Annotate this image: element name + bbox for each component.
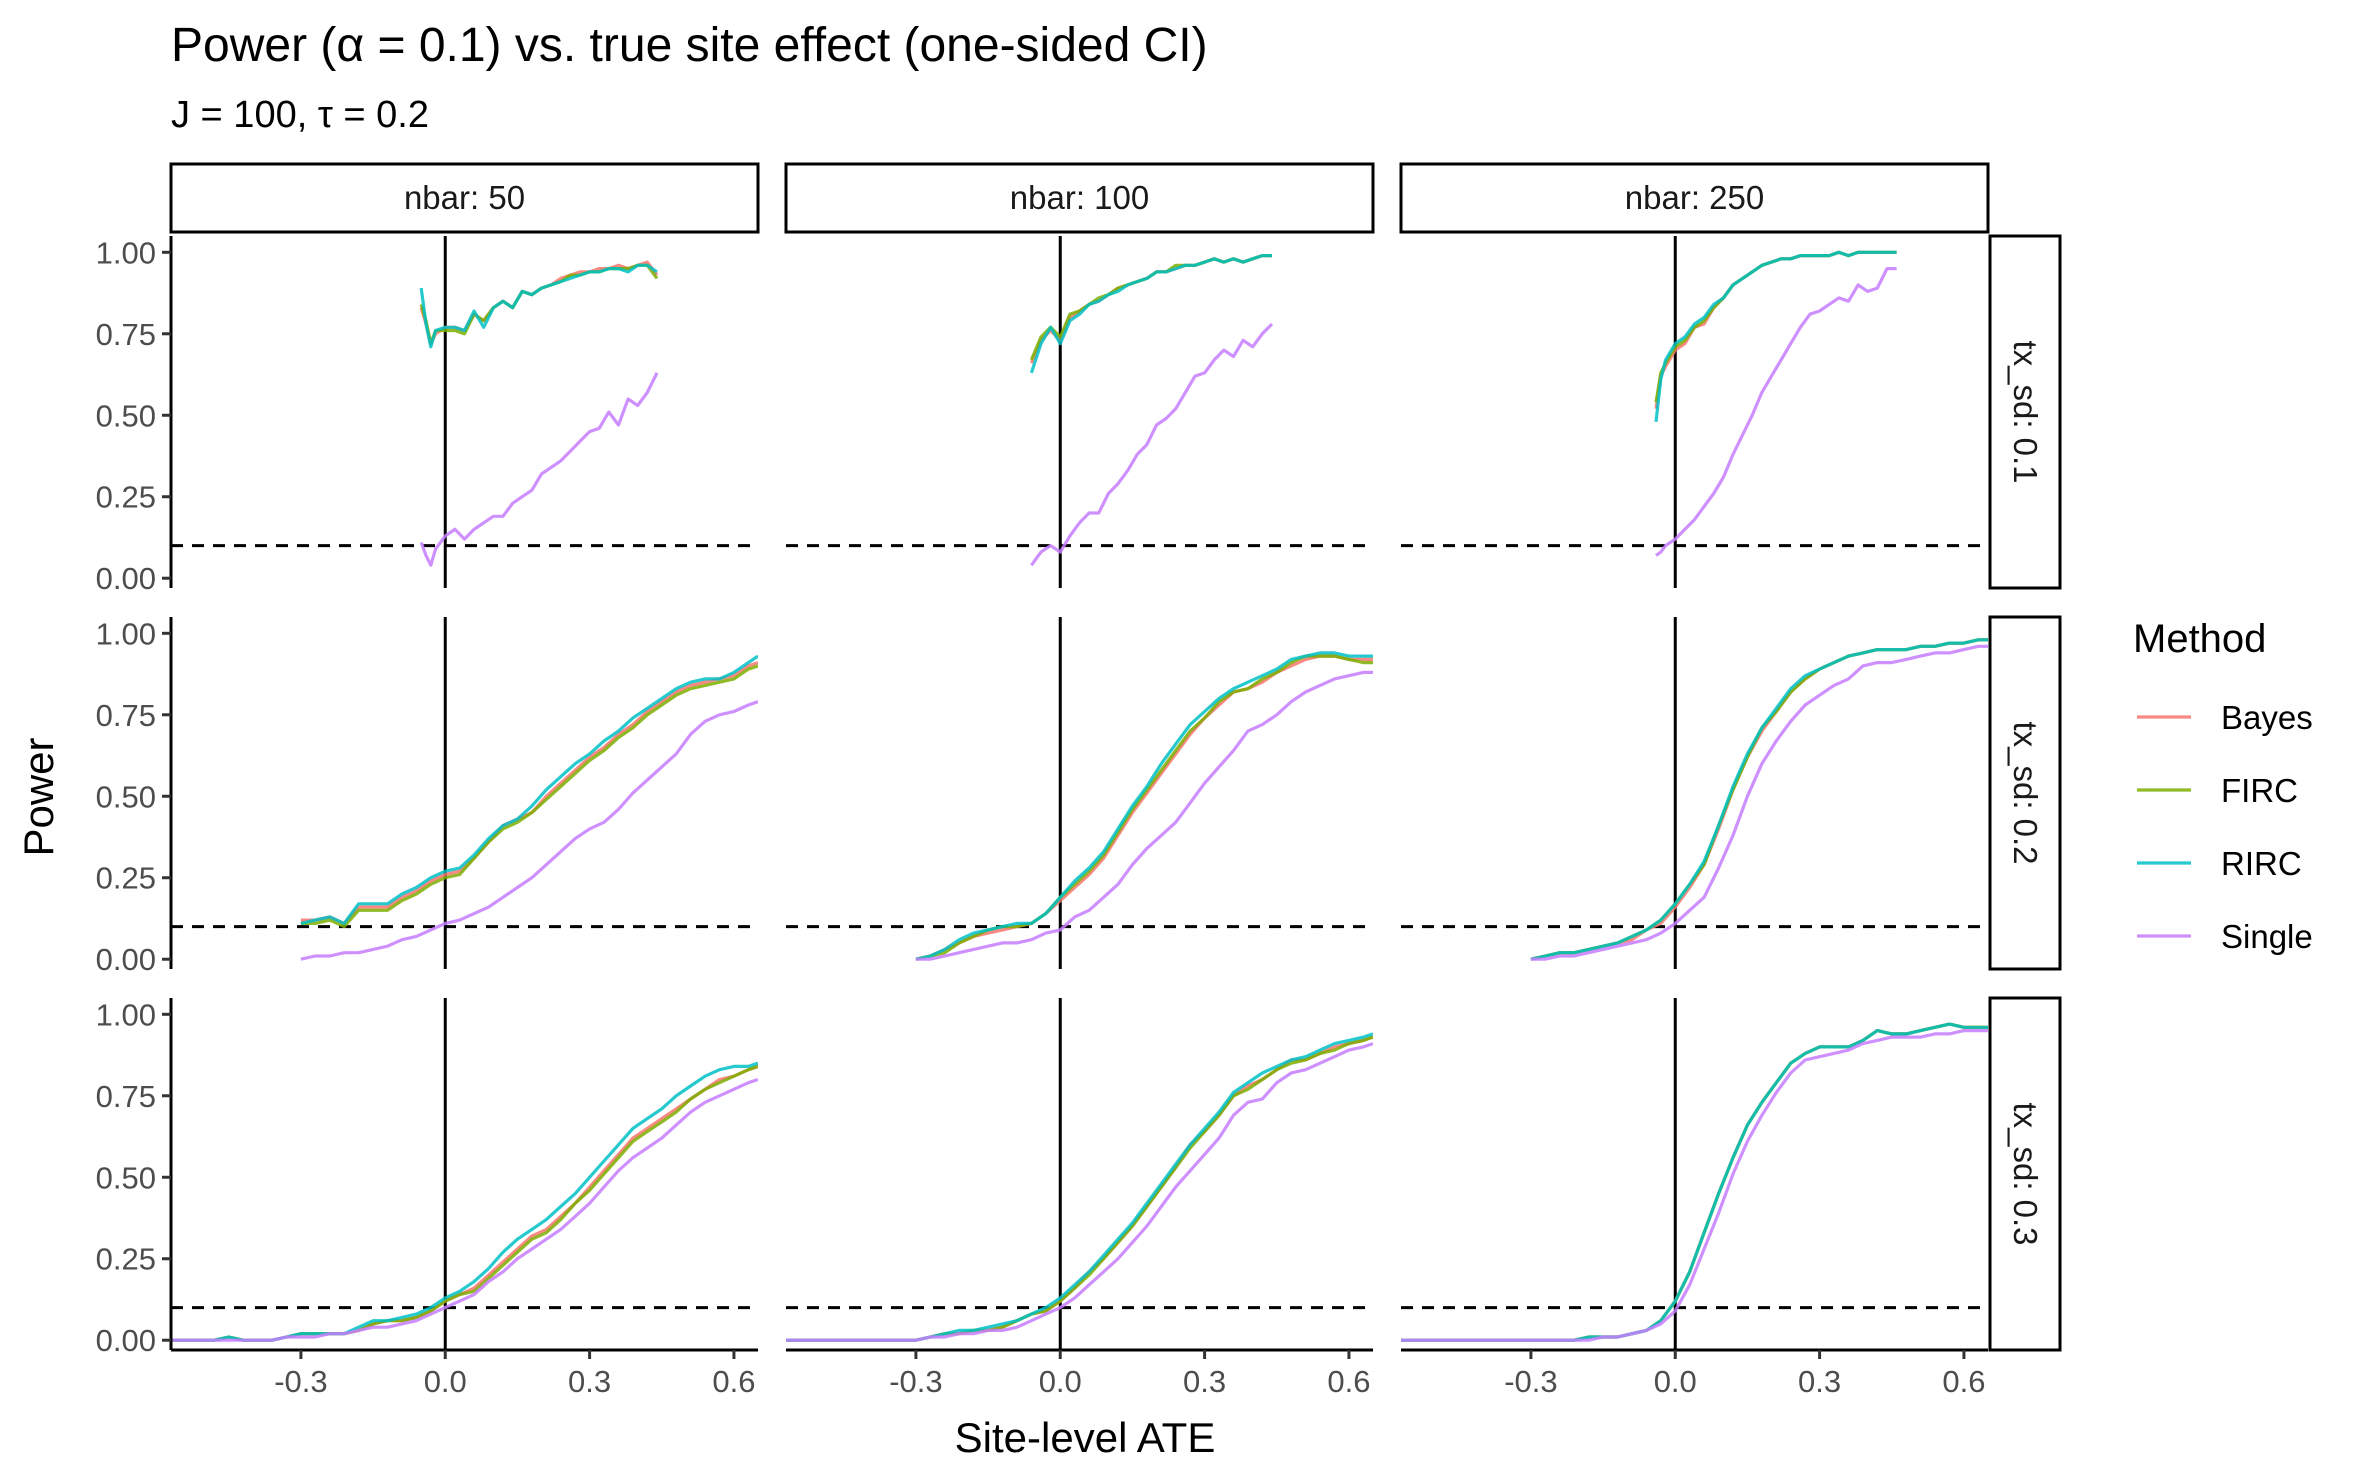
series-line-firc xyxy=(419,263,659,346)
series-line-single xyxy=(300,700,758,961)
series-line-bayes xyxy=(915,654,1373,961)
panel xyxy=(1401,617,1988,969)
legend-title: Method xyxy=(2133,617,2266,661)
y-tick-label: 0.25 xyxy=(96,1242,156,1277)
series-line-firc xyxy=(1029,254,1272,361)
legend: Method Bayes FIRC RIRC Single xyxy=(2133,617,2313,955)
y-tick-label: 0.75 xyxy=(96,698,156,733)
col-strip xyxy=(784,162,1375,234)
series-line-firc xyxy=(300,664,758,929)
series-line-rirc xyxy=(1029,254,1272,374)
series-line-firc xyxy=(915,654,1373,961)
y-tick-label: 1.00 xyxy=(96,616,156,651)
series-line-rirc xyxy=(419,263,658,349)
x-tick-label: 0.3 xyxy=(1798,1364,1841,1399)
panels-layer xyxy=(171,236,1988,1350)
series-line-firc xyxy=(1530,638,1988,961)
row-strip-label: tx_sd: 0.3 xyxy=(2007,1102,2044,1245)
axes-layer: 0.00 0.25 0.50 0.75 1.00 0.00 0.25 0.50 0.75 1.00… xyxy=(96,235,1988,1399)
y-tick-label: 1.00 xyxy=(96,997,156,1032)
y-tick-label: 0.50 xyxy=(96,1160,156,1195)
series-line-rirc xyxy=(300,654,758,926)
series-line-bayes xyxy=(1530,638,1988,961)
x-tick-label: 0.0 xyxy=(1654,1364,1697,1399)
x-tick-label: 0.3 xyxy=(1183,1364,1226,1399)
panel xyxy=(1401,236,1988,588)
row-strip xyxy=(1988,234,2062,590)
series-line-rirc xyxy=(1530,638,1988,961)
series-line-single xyxy=(171,1077,758,1342)
legend-label: RIRC xyxy=(2221,845,2302,882)
x-tick-label: -0.3 xyxy=(889,1364,942,1399)
row-strip-label: tx_sd: 0.1 xyxy=(2007,340,2044,483)
series-line-bayes xyxy=(300,661,758,926)
series-line-rirc xyxy=(915,651,1373,961)
row-strip xyxy=(1988,996,2062,1352)
x-tick-label: 0.6 xyxy=(1942,1364,1985,1399)
x-tick-label: -0.3 xyxy=(1504,1364,1557,1399)
y-tick-label: 0.00 xyxy=(96,561,156,596)
y-tick-label: 0.50 xyxy=(96,779,156,814)
series-line-single xyxy=(1655,267,1897,557)
y-axis-title: Power xyxy=(15,737,62,856)
col-strip-label: nbar: 250 xyxy=(1625,179,1764,216)
col-strip-label: nbar: 50 xyxy=(404,179,525,216)
y-tick-label: 0.25 xyxy=(96,480,156,515)
panel xyxy=(1401,998,1988,1350)
legend-label: Bayes xyxy=(2221,699,2313,736)
x-tick-label: -0.3 xyxy=(274,1364,327,1399)
series-line-single xyxy=(419,372,659,567)
panel xyxy=(786,998,1373,1350)
series-line-single xyxy=(1530,644,1988,961)
row-strip-label: tx_sd: 0.2 xyxy=(2007,721,2044,864)
series-line-rirc xyxy=(1401,1022,1988,1342)
x-tick-label: 0.6 xyxy=(712,1364,755,1399)
x-tick-label: 0.0 xyxy=(424,1364,467,1399)
row-strip xyxy=(1988,615,2062,971)
y-tick-label: 1.00 xyxy=(96,235,156,270)
x-tick-label: 0.6 xyxy=(1327,1364,1370,1399)
col-strip xyxy=(169,162,760,234)
x-tick-label: 0.3 xyxy=(568,1364,611,1399)
y-tick-label: 0.75 xyxy=(96,1079,156,1114)
x-tick-label: 0.0 xyxy=(1039,1364,1082,1399)
series-line-single xyxy=(915,670,1373,961)
legend-label: FIRC xyxy=(2221,772,2298,809)
panel xyxy=(171,236,758,588)
series-line-bayes xyxy=(1401,1022,1988,1342)
series-line-single xyxy=(1030,322,1274,567)
series-line-single xyxy=(1401,1028,1988,1342)
col-strip xyxy=(1399,162,1990,234)
series-line-rirc xyxy=(1654,250,1897,422)
col-strip-label: nbar: 100 xyxy=(1010,179,1149,216)
chart-title: Power (α = 0.1) vs. true site effect (on… xyxy=(171,19,1208,72)
panel xyxy=(171,998,758,1350)
strips-layer: nbar: 50 nbar: 100 nbar: 250 tx_sd: 0.1 tx_s… xyxy=(169,162,2062,1352)
series-line-single xyxy=(786,1042,1373,1342)
y-tick-label: 0.00 xyxy=(96,1323,156,1358)
y-tick-label: 0.25 xyxy=(96,861,156,896)
legend-label: Single xyxy=(2221,918,2313,955)
x-axis-title: Site-level ATE xyxy=(955,1414,1216,1461)
series-line-bayes xyxy=(1029,254,1272,364)
y-tick-label: 0.75 xyxy=(96,317,156,352)
series-line-firc xyxy=(1401,1022,1988,1342)
panel xyxy=(786,617,1373,969)
panel xyxy=(786,236,1373,588)
y-tick-label: 0.00 xyxy=(96,942,156,977)
chart-subtitle: J = 100, τ = 0.2 xyxy=(171,94,429,136)
panel xyxy=(171,617,758,969)
y-tick-label: 0.50 xyxy=(96,398,156,433)
